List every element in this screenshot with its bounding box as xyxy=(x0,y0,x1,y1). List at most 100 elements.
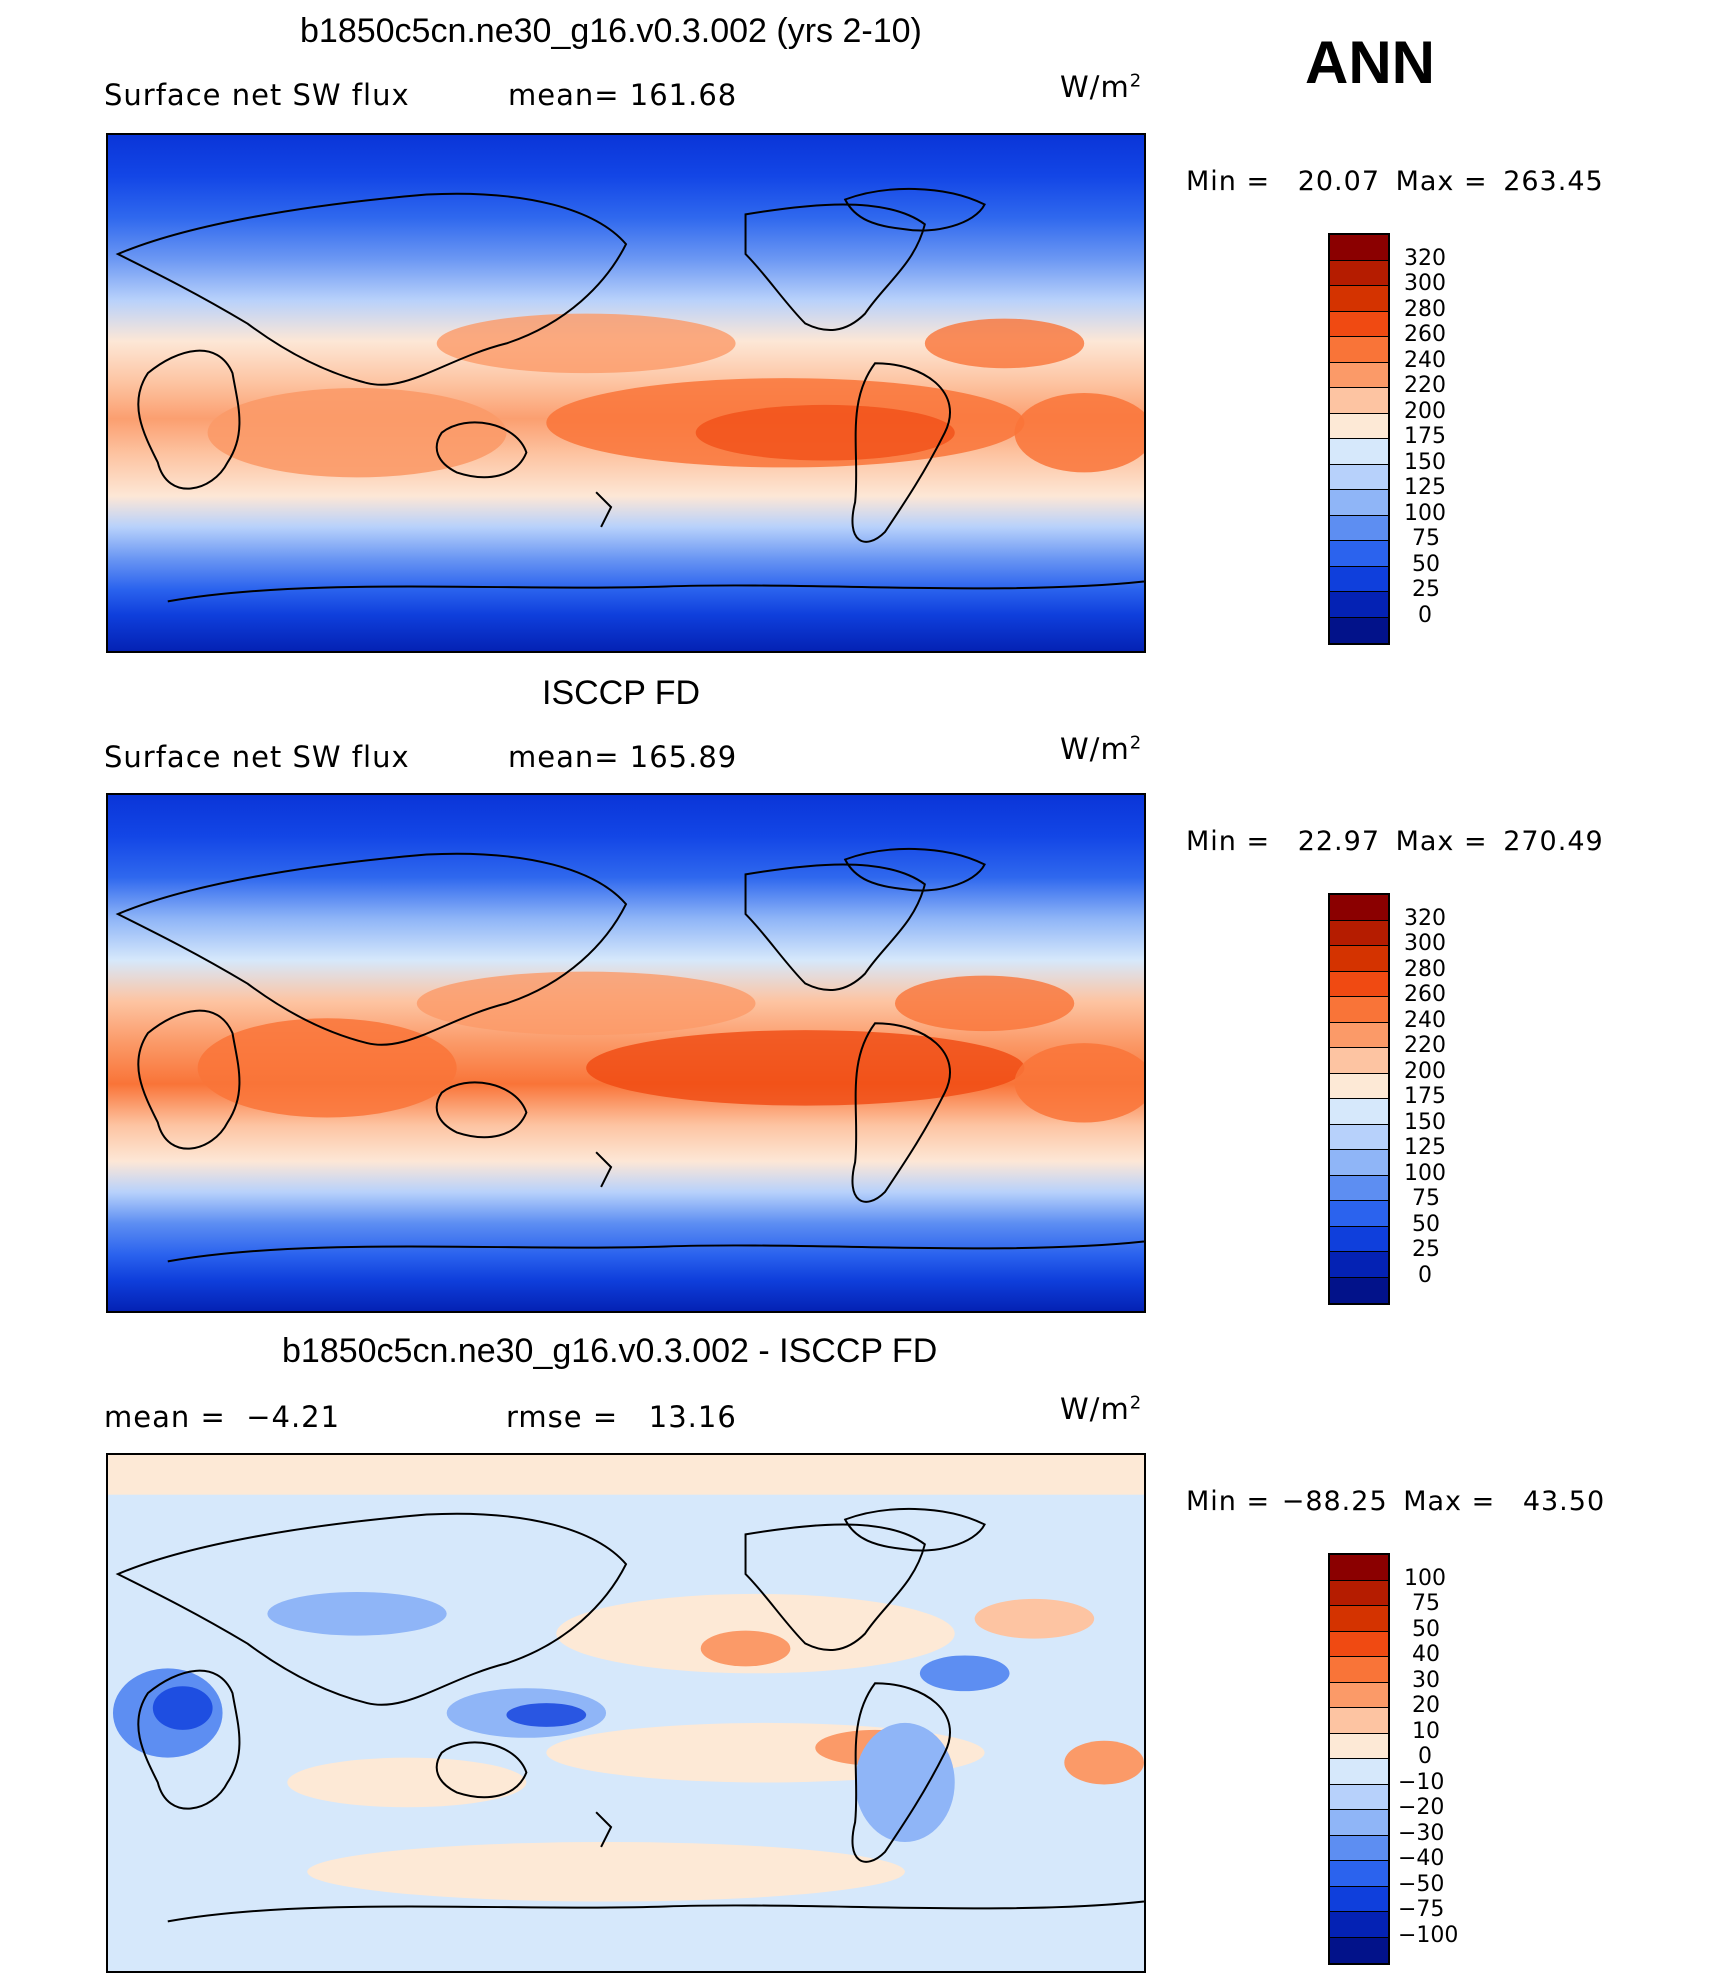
colorbar-cell xyxy=(1330,311,1388,337)
colorbar-cell xyxy=(1330,1048,1388,1074)
colorbar-cell xyxy=(1330,617,1388,643)
panel-1-units: W/m2 xyxy=(1060,70,1143,104)
panel-3-units: W/m2 xyxy=(1060,1392,1143,1426)
colorbar-cell xyxy=(1330,592,1388,618)
panel-3-title: b1850c5cn.ne30_g16.v0.3.002 - ISCCP FD xyxy=(282,1332,938,1370)
colorbar-tick-label: 200 xyxy=(1404,1058,1446,1084)
colorbar-tick-label: 30 xyxy=(1412,1667,1440,1693)
panel-1-mean-label: mean= 161.68 xyxy=(508,78,738,112)
colorbar-tick-label: 10 xyxy=(1412,1718,1440,1744)
panel-2-units: W/m2 xyxy=(1060,732,1143,766)
panel-3-mean-label: mean = −4.21 xyxy=(104,1400,341,1434)
colorbar-cell xyxy=(1330,1759,1388,1785)
colorbar-cell xyxy=(1330,997,1388,1023)
colorbar-cell xyxy=(1330,1099,1388,1125)
panel-2-colorbar xyxy=(1328,893,1390,1305)
colorbar-cell xyxy=(1330,515,1388,541)
colorbar-tick-label: 50 xyxy=(1412,1616,1440,1642)
panel-2-mean-label: mean= 165.89 xyxy=(508,740,738,774)
colorbar-tick-label: 50 xyxy=(1412,1211,1440,1237)
colorbar-tick-label: 40 xyxy=(1412,1642,1440,1667)
colorbar-cell xyxy=(1330,1252,1388,1278)
colorbar-tick-label: −20 xyxy=(1398,1795,1445,1820)
colorbar-tick-label: 220 xyxy=(1404,373,1446,398)
colorbar-cell xyxy=(1330,337,1388,363)
colorbar-tick-label: 25 xyxy=(1412,577,1440,602)
colorbar-cell xyxy=(1330,920,1388,946)
panel-1-variable-label: Surface net SW flux xyxy=(104,78,410,112)
colorbar-tick-label: 200 xyxy=(1404,398,1446,424)
colorbar-cell xyxy=(1330,1580,1388,1606)
colorbar-cell xyxy=(1330,1682,1388,1708)
colorbar-tick-label: 100 xyxy=(1404,1565,1446,1591)
colorbar-tick-label: 320 xyxy=(1404,245,1446,271)
colorbar-tick-label: 75 xyxy=(1412,526,1440,551)
colorbar-cell xyxy=(1330,541,1388,567)
colorbar-cell xyxy=(1330,362,1388,388)
colorbar-tick-label: 50 xyxy=(1412,551,1440,577)
colorbar-tick-label: 175 xyxy=(1404,424,1446,449)
colorbar-cell xyxy=(1330,1733,1388,1759)
colorbar-tick-label: 300 xyxy=(1404,931,1446,956)
colorbar-tick-label: 150 xyxy=(1404,1109,1446,1135)
colorbar-cell xyxy=(1330,1277,1388,1303)
colorbar-cell xyxy=(1330,566,1388,592)
colorbar-cell xyxy=(1330,895,1388,921)
colorbar-cell xyxy=(1330,1555,1388,1581)
colorbar-tick-label: 260 xyxy=(1404,982,1446,1007)
colorbar-tick-label: 100 xyxy=(1404,1160,1446,1186)
colorbar-tick-label: 280 xyxy=(1404,956,1446,982)
colorbar-cell xyxy=(1330,388,1388,414)
panel-2-minmax: Min = 22.97 Max = 270.49 xyxy=(1186,826,1604,857)
colorbar-tick-label: 0 xyxy=(1418,602,1432,628)
colorbar-tick-label: 0 xyxy=(1418,1744,1432,1769)
colorbar-tick-label: 75 xyxy=(1412,1186,1440,1211)
panel-2-title: ISCCP FD xyxy=(542,674,701,712)
colorbar-cell xyxy=(1330,1073,1388,1099)
colorbar-cell xyxy=(1330,1912,1388,1938)
colorbar-cell xyxy=(1330,413,1388,439)
colorbar-cell xyxy=(1330,1784,1388,1810)
colorbar-cell xyxy=(1330,1201,1388,1227)
colorbar-cell xyxy=(1330,1124,1388,1150)
colorbar-tick-label: 0 xyxy=(1418,1262,1432,1288)
colorbar-tick-label: 240 xyxy=(1404,347,1446,373)
colorbar-cell xyxy=(1330,439,1388,465)
panel-1-title: b1850c5cn.ne30_g16.v0.3.002 (yrs 2-10) xyxy=(300,12,922,50)
panel-2-map xyxy=(106,793,1146,1313)
colorbar-tick-label: −75 xyxy=(1398,1897,1445,1922)
colorbar-tick-label: 320 xyxy=(1404,905,1446,931)
colorbar-cell xyxy=(1330,1657,1388,1683)
colorbar-tick-label: 125 xyxy=(1404,1135,1446,1160)
season-label: ANN xyxy=(1305,29,1435,96)
colorbar-tick-label: 300 xyxy=(1404,271,1446,296)
panel-2-variable-label: Surface net SW flux xyxy=(104,740,410,774)
colorbar-cell xyxy=(1330,1631,1388,1657)
colorbar-cell xyxy=(1330,1861,1388,1887)
colorbar-cell xyxy=(1330,490,1388,516)
colorbar-cell xyxy=(1330,1022,1388,1048)
colorbar-cell xyxy=(1330,464,1388,490)
colorbar-cell xyxy=(1330,235,1388,261)
colorbar-tick-label: 260 xyxy=(1404,322,1446,347)
colorbar-tick-label: 220 xyxy=(1404,1033,1446,1058)
colorbar-tick-label: 20 xyxy=(1412,1693,1440,1718)
panel-3-minmax: Min = −88.25 Max = 43.50 xyxy=(1186,1486,1606,1517)
colorbar-cell xyxy=(1330,971,1388,997)
panel-3-rmse-label: rmse = 13.16 xyxy=(506,1400,737,1434)
colorbar-tick-label: 280 xyxy=(1404,296,1446,322)
colorbar-tick-label: 125 xyxy=(1404,475,1446,500)
colorbar-tick-label: 25 xyxy=(1412,1237,1440,1262)
colorbar-cell xyxy=(1330,1150,1388,1176)
colorbar-tick-label: 240 xyxy=(1404,1007,1446,1033)
colorbar-tick-label: 100 xyxy=(1404,500,1446,526)
colorbar-tick-label: 75 xyxy=(1412,1591,1440,1616)
colorbar-tick-label: 150 xyxy=(1404,449,1446,475)
colorbar-cell xyxy=(1330,1835,1388,1861)
colorbar-cell xyxy=(1330,1226,1388,1252)
colorbar-cell xyxy=(1330,1937,1388,1963)
colorbar-tick-label: −30 xyxy=(1398,1820,1445,1846)
colorbar-tick-label: −10 xyxy=(1398,1769,1445,1795)
colorbar-tick-label: −50 xyxy=(1398,1871,1445,1897)
colorbar-cell xyxy=(1330,1606,1388,1632)
